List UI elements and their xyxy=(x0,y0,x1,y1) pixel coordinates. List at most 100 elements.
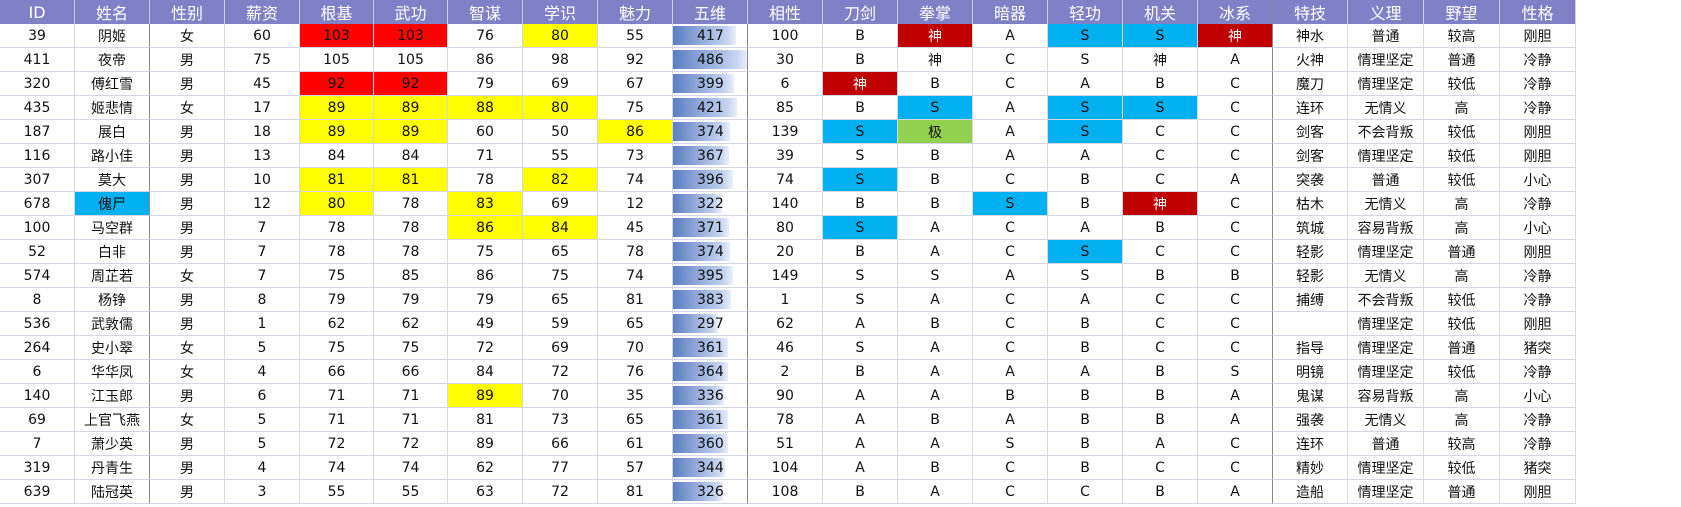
cell-martial[interactable]: 74 xyxy=(374,456,448,480)
cell-martial[interactable]: 71 xyxy=(374,408,448,432)
cell-sword[interactable]: B xyxy=(823,480,898,504)
cell-fist[interactable]: 神 xyxy=(898,48,973,72)
cell-hidden[interactable]: C xyxy=(973,480,1048,504)
loyalty-header[interactable]: 义理 xyxy=(1348,0,1424,24)
cell-charm[interactable]: 86 xyxy=(598,120,673,144)
cell-root[interactable]: 78 xyxy=(300,216,374,240)
cell-salary[interactable]: 6 xyxy=(225,384,300,408)
cell-hidden[interactable]: B xyxy=(973,384,1048,408)
cell-ambition[interactable]: 较低 xyxy=(1424,144,1500,168)
gender-header[interactable]: 性别 xyxy=(150,0,225,24)
cell-personality[interactable]: 小心 xyxy=(1500,384,1576,408)
cell-light[interactable]: A xyxy=(1048,360,1123,384)
cell-affinity[interactable]: 80 xyxy=(748,216,823,240)
cell-light[interactable]: B xyxy=(1048,384,1123,408)
cell-light[interactable]: A xyxy=(1048,144,1123,168)
cell-ice[interactable]: C xyxy=(1198,144,1273,168)
cell-gender[interactable]: 男 xyxy=(150,144,225,168)
cell-learning[interactable]: 77 xyxy=(523,456,598,480)
cell-martial[interactable]: 78 xyxy=(374,240,448,264)
cell-martial[interactable]: 103 xyxy=(374,24,448,48)
cell-ice[interactable]: C xyxy=(1198,72,1273,96)
cell-five[interactable]: 371 xyxy=(673,216,748,240)
cell-charm[interactable]: 73 xyxy=(598,144,673,168)
cell-gender[interactable]: 男 xyxy=(150,168,225,192)
cell-light[interactable]: B xyxy=(1048,408,1123,432)
cell-gender[interactable]: 男 xyxy=(150,216,225,240)
cell-personality[interactable]: 刚胆 xyxy=(1500,144,1576,168)
cell-personality[interactable]: 小心 xyxy=(1500,168,1576,192)
cell-ambition[interactable]: 较低 xyxy=(1424,456,1500,480)
cell-fist[interactable]: A xyxy=(898,288,973,312)
cell-mech[interactable]: C xyxy=(1123,168,1198,192)
cell-mech[interactable]: B xyxy=(1123,360,1198,384)
cell-charm[interactable]: 57 xyxy=(598,456,673,480)
cell-root[interactable]: 71 xyxy=(300,384,374,408)
cell-fist[interactable]: B xyxy=(898,456,973,480)
cell-ambition[interactable]: 较高 xyxy=(1424,24,1500,48)
cell-salary[interactable]: 18 xyxy=(225,120,300,144)
cell-five[interactable]: 395 xyxy=(673,264,748,288)
cell-root[interactable]: 62 xyxy=(300,312,374,336)
cell-martial[interactable]: 71 xyxy=(374,384,448,408)
cell-light[interactable]: S xyxy=(1048,96,1123,120)
cell-loyalty[interactable]: 情理坚定 xyxy=(1348,144,1424,168)
cell-gender[interactable]: 男 xyxy=(150,240,225,264)
cell-hidden[interactable]: A xyxy=(973,408,1048,432)
cell-affinity[interactable]: 62 xyxy=(748,312,823,336)
cell-sword[interactable]: S xyxy=(823,336,898,360)
cell-id[interactable]: 7 xyxy=(0,432,75,456)
cell-skill[interactable]: 明镜 xyxy=(1273,360,1348,384)
cell-sword[interactable]: S xyxy=(823,216,898,240)
cell-name[interactable]: 杨铮 xyxy=(75,288,150,312)
cell-wisdom[interactable]: 86 xyxy=(448,216,523,240)
cell-skill[interactable]: 强袭 xyxy=(1273,408,1348,432)
cell-martial[interactable]: 55 xyxy=(374,480,448,504)
cell-root[interactable]: 89 xyxy=(300,96,374,120)
cell-id[interactable]: 411 xyxy=(0,48,75,72)
cell-salary[interactable]: 7 xyxy=(225,240,300,264)
cell-loyalty[interactable]: 情理坚定 xyxy=(1348,48,1424,72)
cell-light[interactable]: B xyxy=(1048,336,1123,360)
cell-sword[interactable]: A xyxy=(823,384,898,408)
cell-fist[interactable]: B xyxy=(898,144,973,168)
cell-name[interactable]: 武敦儒 xyxy=(75,312,150,336)
cell-skill[interactable]: 连环 xyxy=(1273,432,1348,456)
cell-name[interactable]: 白非 xyxy=(75,240,150,264)
cell-fist[interactable]: A xyxy=(898,432,973,456)
cell-ice[interactable]: 神 xyxy=(1198,24,1273,48)
cell-martial[interactable]: 85 xyxy=(374,264,448,288)
cell-gender[interactable]: 女 xyxy=(150,336,225,360)
cell-id[interactable]: 100 xyxy=(0,216,75,240)
cell-skill[interactable]: 魔刀 xyxy=(1273,72,1348,96)
cell-root[interactable]: 55 xyxy=(300,480,374,504)
cell-sword[interactable]: S xyxy=(823,288,898,312)
cell-skill[interactable]: 轻影 xyxy=(1273,240,1348,264)
cell-mech[interactable]: B xyxy=(1123,408,1198,432)
cell-root[interactable]: 81 xyxy=(300,168,374,192)
cell-sword[interactable]: B xyxy=(823,192,898,216)
cell-martial[interactable]: 78 xyxy=(374,216,448,240)
cell-ice[interactable]: C xyxy=(1198,312,1273,336)
cell-loyalty[interactable]: 容易背叛 xyxy=(1348,384,1424,408)
affinity-header[interactable]: 相性 xyxy=(748,0,823,24)
cell-mech[interactable]: B xyxy=(1123,216,1198,240)
cell-ice[interactable]: A xyxy=(1198,408,1273,432)
cell-five[interactable]: 361 xyxy=(673,408,748,432)
cell-hidden[interactable]: A xyxy=(973,24,1048,48)
cell-root[interactable]: 74 xyxy=(300,456,374,480)
cell-sword[interactable]: S xyxy=(823,168,898,192)
cell-name[interactable]: 萧少英 xyxy=(75,432,150,456)
cell-hidden[interactable]: C xyxy=(973,216,1048,240)
cell-learning[interactable]: 69 xyxy=(523,336,598,360)
cell-name[interactable]: 周芷若 xyxy=(75,264,150,288)
cell-ambition[interactable]: 高 xyxy=(1424,264,1500,288)
cell-gender[interactable]: 男 xyxy=(150,48,225,72)
cell-wisdom[interactable]: 60 xyxy=(448,120,523,144)
cell-ambition[interactable]: 高 xyxy=(1424,384,1500,408)
cell-salary[interactable]: 5 xyxy=(225,408,300,432)
cell-mech[interactable]: C xyxy=(1123,456,1198,480)
cell-five[interactable]: 336 xyxy=(673,384,748,408)
cell-name[interactable]: 阴姬 xyxy=(75,24,150,48)
cell-salary[interactable]: 60 xyxy=(225,24,300,48)
